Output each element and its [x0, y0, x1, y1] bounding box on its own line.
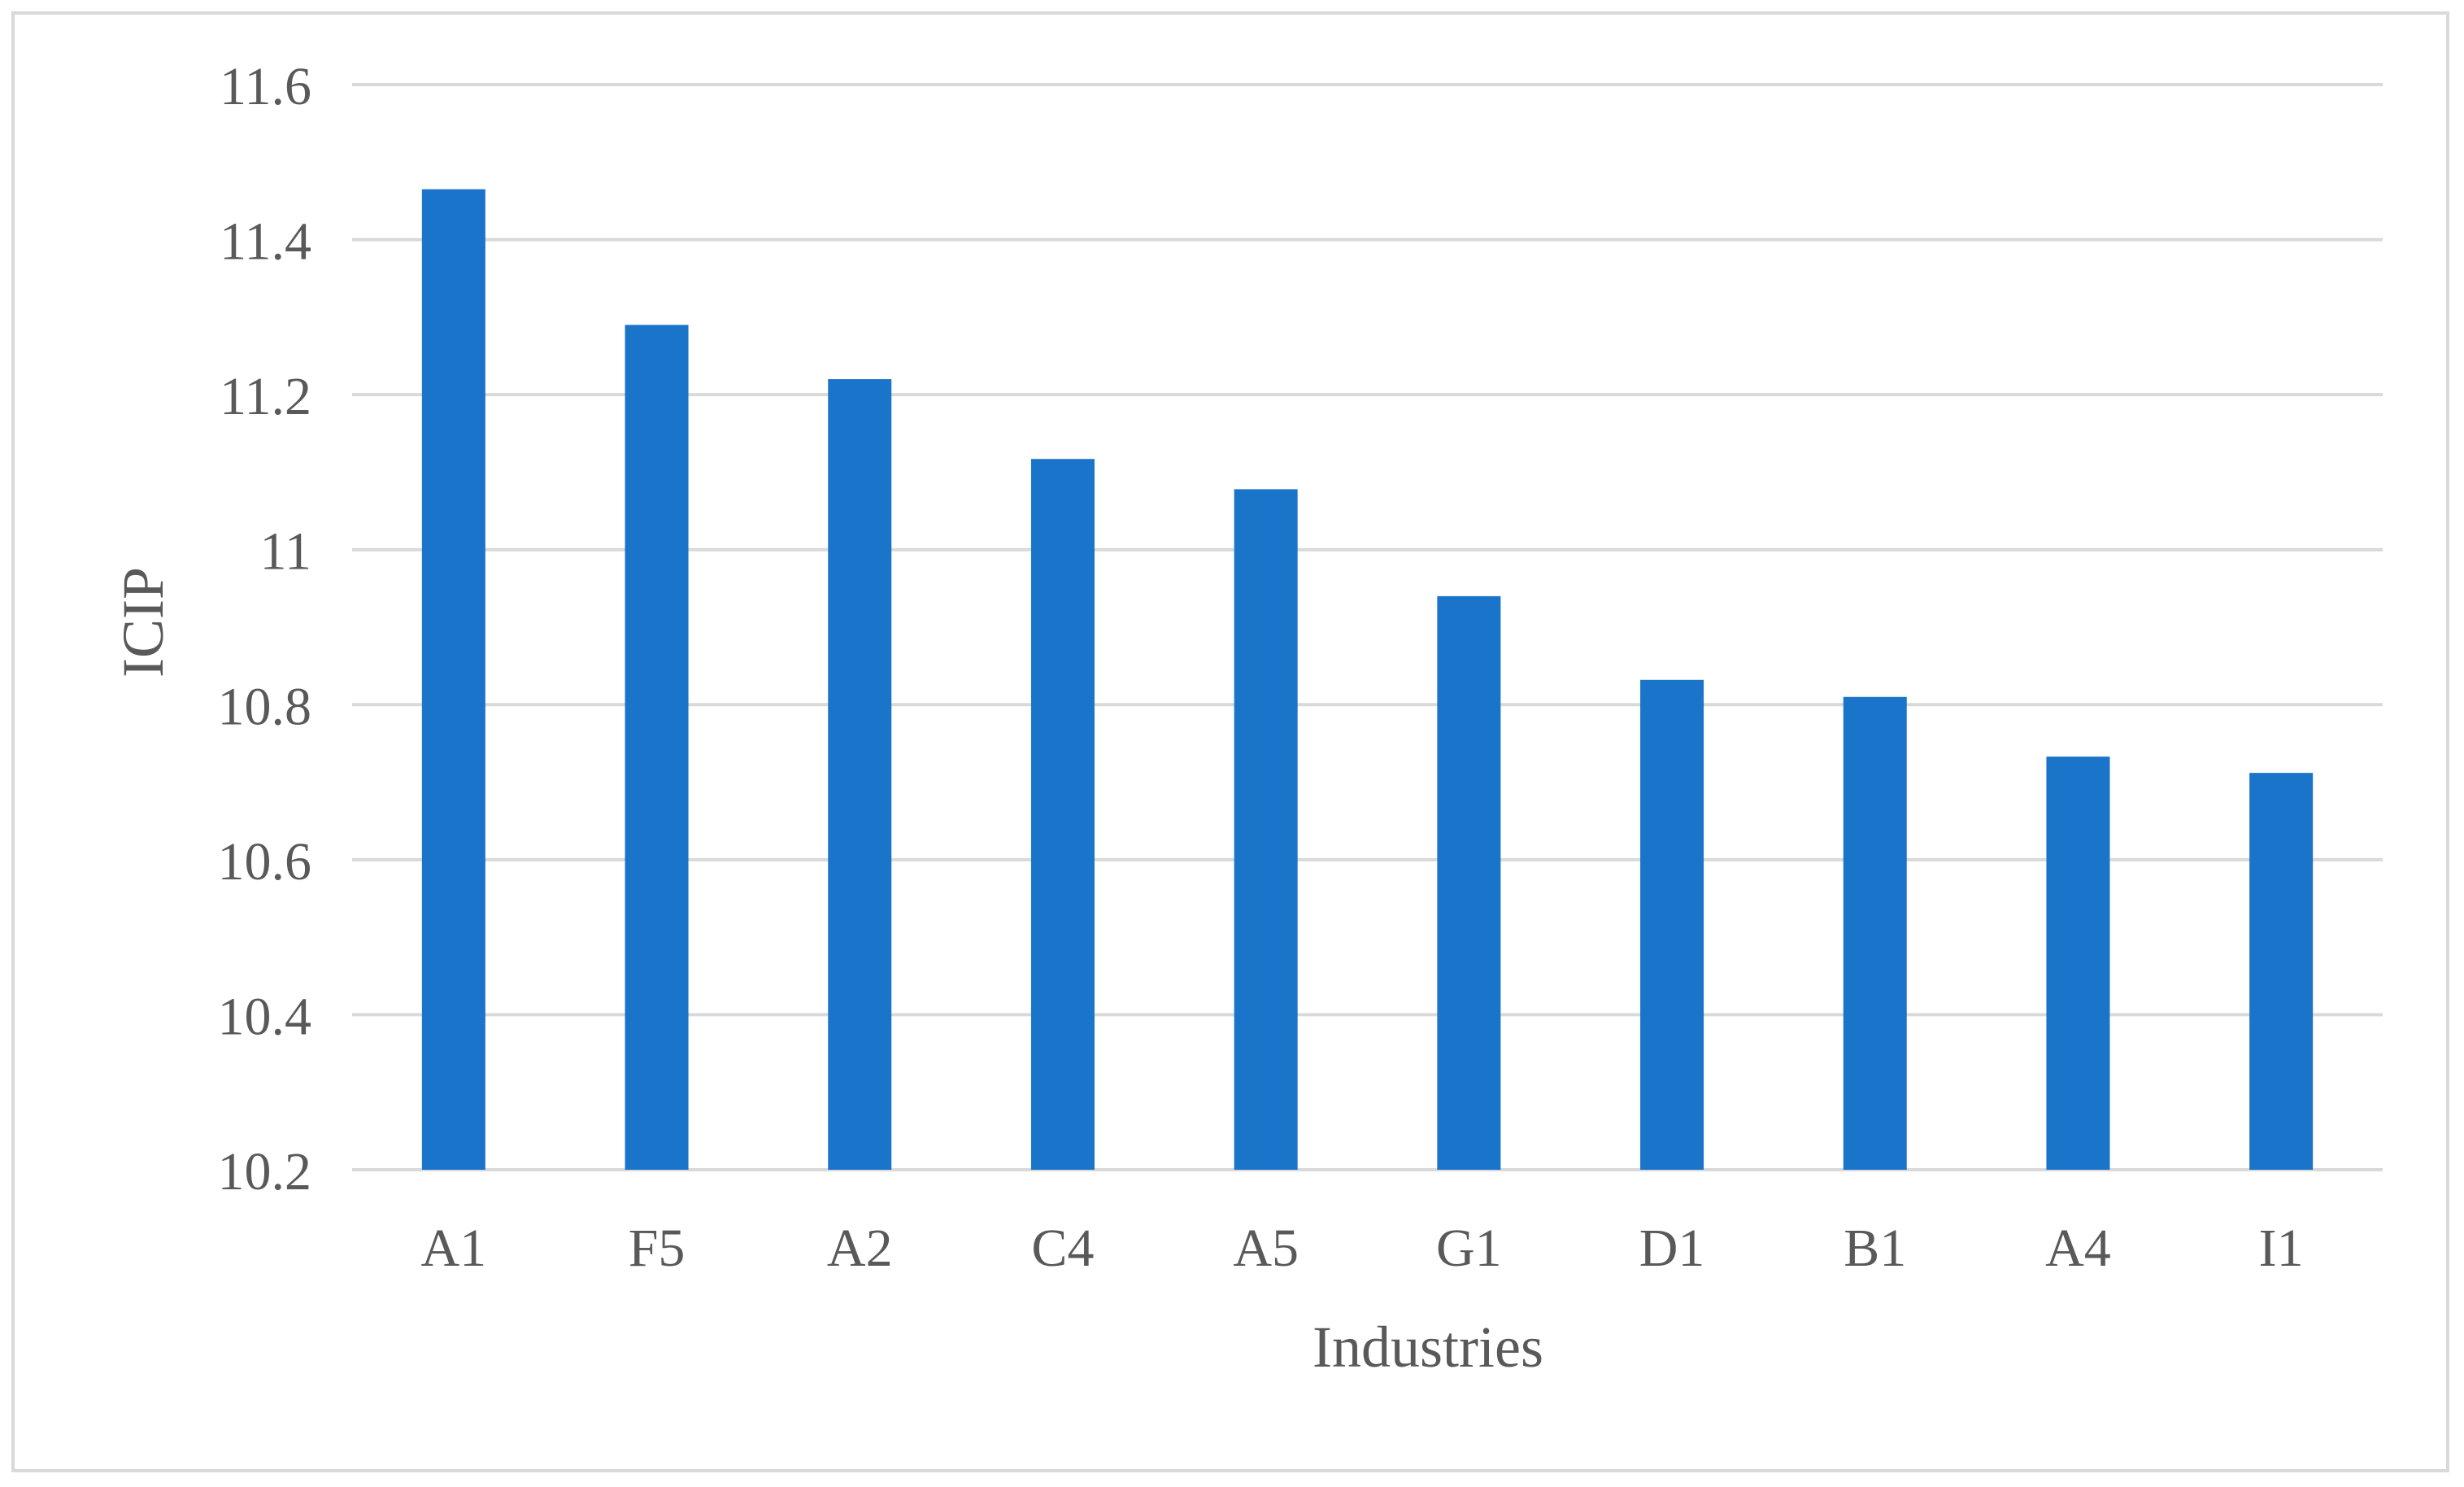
y-tick-label: 11.4: [220, 212, 311, 272]
bar-i1: [2249, 773, 2314, 1170]
x-tick-label: C4: [1031, 1219, 1094, 1278]
bar-f5: [625, 325, 689, 1170]
bar-a5: [1234, 489, 1298, 1170]
y-tick-label: 11.2: [220, 367, 311, 426]
bar-c4: [1030, 459, 1095, 1170]
bar-a4: [2046, 757, 2110, 1170]
y-tick-label: 10.6: [218, 832, 312, 892]
x-tick-label: A5: [1233, 1219, 1299, 1278]
x-tick-label: A2: [827, 1219, 893, 1278]
bar-a2: [828, 379, 892, 1171]
x-tick-label: F5: [629, 1219, 686, 1278]
chart-frame: [11, 11, 2449, 1472]
bar-a1: [421, 189, 485, 1170]
x-tick-label: I1: [2259, 1219, 2304, 1278]
y-axis-title: ICIP: [111, 567, 176, 678]
y-tick-label: 10.4: [218, 987, 312, 1046]
y-axis-tick-labels: 10.2 10.4 10.6 10.8 11 11.2 11.4 11.6: [218, 57, 312, 1201]
y-tick-label: 11.6: [220, 57, 311, 116]
x-tick-label: D1: [1639, 1219, 1705, 1278]
x-tick-label: G1: [1436, 1219, 1502, 1278]
gridlines: [352, 83, 2383, 1171]
x-tick-label: A1: [421, 1219, 487, 1278]
x-tick-label: A4: [2045, 1219, 2111, 1278]
bar-b1: [1843, 696, 1907, 1170]
bar-g1: [1437, 595, 1501, 1170]
x-axis-title: Industries: [1313, 1315, 1543, 1380]
y-tick-label: 10.2: [218, 1142, 312, 1201]
y-tick-label: 11: [259, 522, 311, 582]
bar-d1: [1640, 679, 1704, 1170]
bars: [421, 189, 2314, 1171]
y-tick-label: 10.8: [218, 677, 312, 736]
x-axis-tick-labels: A1 F5 A2 C4 A5 G1 D1 B1 A4 I1: [421, 1219, 2304, 1278]
x-tick-label: B1: [1844, 1219, 1906, 1278]
